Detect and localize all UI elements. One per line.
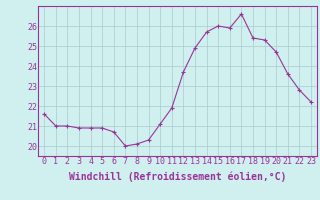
X-axis label: Windchill (Refroidissement éolien,°C): Windchill (Refroidissement éolien,°C) xyxy=(69,172,286,182)
